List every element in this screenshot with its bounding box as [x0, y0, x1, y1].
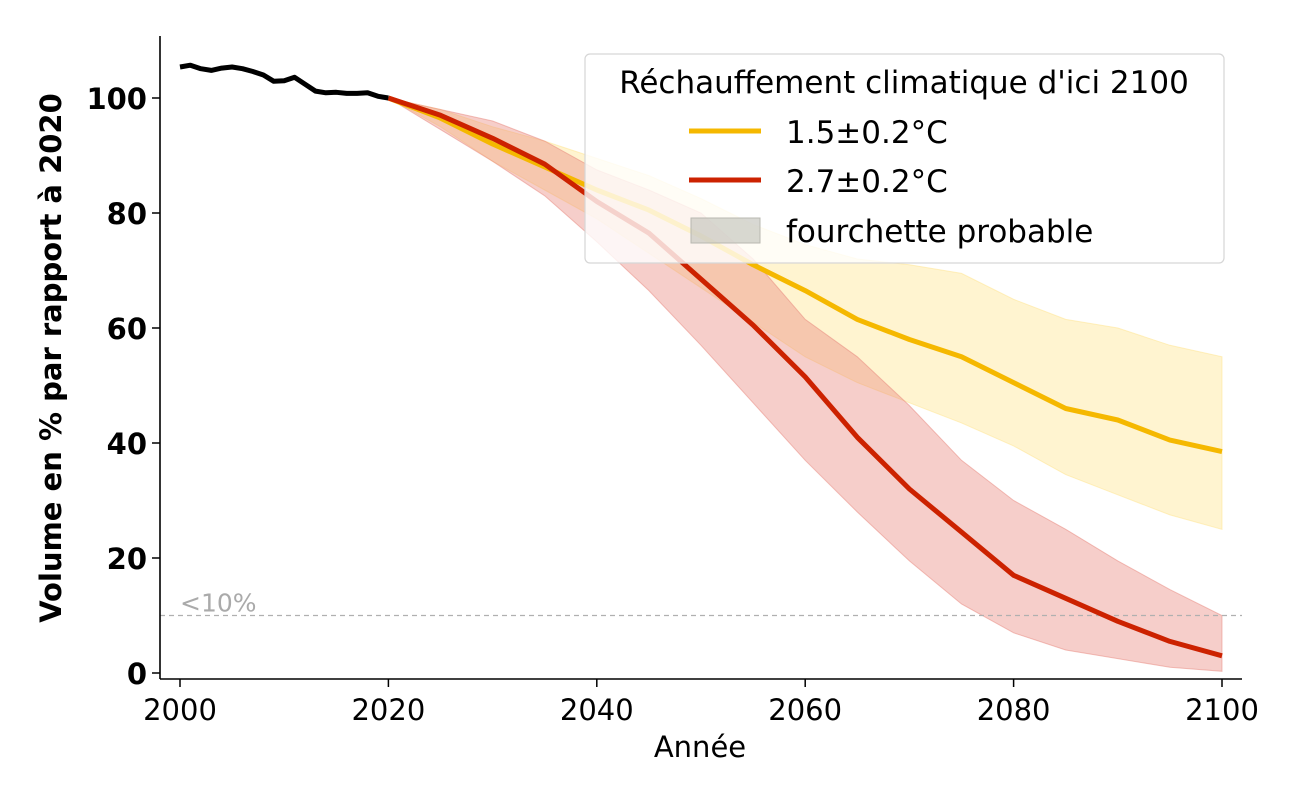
legend: Réchauffement climatique d'ici 2100 1.5±… [584, 53, 1225, 264]
y-axis-title: Volume en % par rapport à 2020 [34, 93, 68, 623]
x-tick-label: 2020 [351, 693, 425, 727]
x-tick-label: 2040 [560, 693, 634, 727]
y-tick-label: 80 [107, 197, 147, 231]
line-2-7 [387, 95, 1223, 659]
y-tick-label: 20 [107, 542, 147, 576]
series-lines [179, 62, 1223, 659]
y-tick-label: 0 [127, 657, 147, 691]
legend-label-2-7: 2.7±0.2°C [786, 164, 948, 200]
y-tick-label: 60 [107, 312, 147, 346]
x-tick-label: 2080 [977, 693, 1051, 727]
legend-title: Réchauffement climatique d'ici 2100 [619, 65, 1189, 101]
x-tick-label: 2060 [768, 693, 842, 727]
threshold-label: <10% [180, 589, 257, 618]
x-axis-title: Année [654, 730, 746, 764]
line-observed [179, 62, 389, 101]
y-tick-label: 40 [107, 427, 147, 461]
x-tick-label: 2100 [1185, 693, 1259, 727]
x-ticks: 2000 2020 2040 2060 2080 2100 [143, 679, 1259, 727]
legend-label-1-5: 1.5±0.2°C [786, 115, 948, 151]
legend-frame [584, 53, 1225, 264]
x-tick-label: 2000 [143, 693, 217, 727]
line-1-5 [387, 95, 1223, 455]
y-tick-label: 100 [86, 82, 147, 116]
legend-label-range: fourchette probable [786, 214, 1093, 250]
y-ticks: 0 20 40 60 80 100 [86, 82, 160, 691]
legend-swatch-range [690, 217, 761, 244]
